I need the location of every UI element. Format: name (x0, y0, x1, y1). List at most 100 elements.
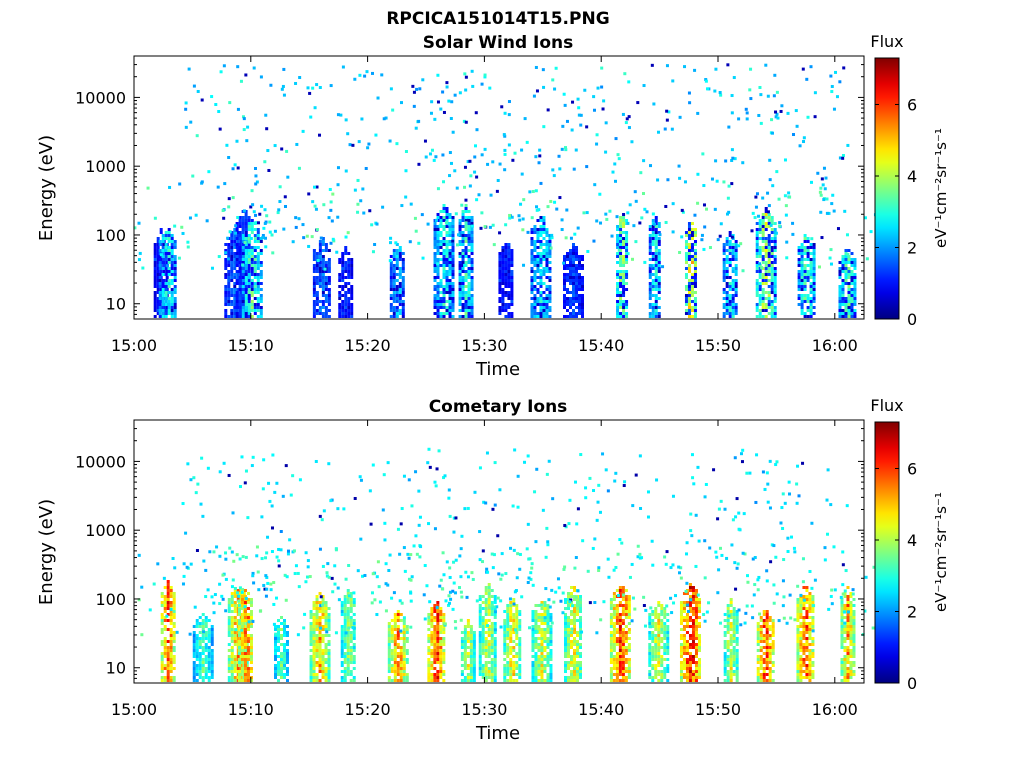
heatmap-cell (463, 165, 467, 169)
heatmap-cell (466, 637, 470, 640)
heatmap-cell (850, 312, 854, 315)
heatmap-cell (767, 285, 771, 288)
heatmap-cell (344, 294, 348, 297)
heatmap-cell (321, 312, 325, 315)
heatmap-cell (341, 261, 345, 264)
heatmap-cell (445, 312, 449, 315)
heatmap-cell (596, 86, 600, 90)
heatmap-cell (572, 249, 575, 252)
heatmap-cell (548, 300, 552, 303)
heatmap-cell (230, 273, 234, 276)
heatmap-cell (153, 258, 157, 261)
heatmap-cell (169, 589, 173, 592)
heatmap-cell (783, 194, 787, 198)
heatmap-cell (210, 266, 214, 270)
heatmap-cell (324, 297, 328, 300)
heatmap-cell (324, 306, 328, 309)
heatmap-cell (426, 222, 430, 226)
heatmap-cell (616, 306, 620, 309)
heatmap-cell (392, 270, 396, 273)
heatmap-cell (651, 273, 655, 276)
heatmap-cell (204, 673, 208, 676)
heatmap-cell (442, 619, 446, 622)
heatmap-cell (582, 211, 586, 215)
heatmap-cell (395, 142, 399, 146)
heatmap-cell (734, 294, 738, 297)
heatmap-cell (474, 111, 478, 115)
heatmap-cell (237, 634, 241, 637)
heatmap-cell (542, 237, 546, 240)
heatmap-cell (230, 637, 234, 640)
heatmap-cell (803, 246, 807, 249)
heatmap-cell (158, 276, 162, 279)
heatmap-cell (461, 231, 465, 234)
heatmap-cell (321, 658, 325, 661)
heatmap-cell (346, 622, 350, 625)
heatmap-cell (725, 243, 729, 246)
heatmap-cell (273, 229, 277, 233)
heatmap-cell (417, 241, 421, 245)
heatmap-cell (575, 300, 578, 303)
heatmap-cell (484, 640, 488, 643)
heatmap-cell (172, 625, 176, 628)
heatmap-cell (478, 622, 482, 625)
heatmap-cell (657, 249, 661, 252)
heatmap-cell (259, 315, 263, 318)
heatmap-cell (230, 288, 234, 291)
heatmap-cell (166, 604, 170, 607)
heatmap-cell (512, 679, 516, 682)
heatmap-cell (241, 279, 245, 282)
heatmap-cell (172, 622, 176, 625)
heatmap-cell (487, 643, 491, 646)
heatmap-cell (230, 664, 234, 667)
heatmap-cell (170, 279, 174, 282)
heatmap-cell (237, 673, 241, 676)
heatmap-cell (401, 264, 405, 267)
heatmap-cell (161, 267, 165, 270)
heatmap-cell (392, 273, 396, 276)
heatmap-cell (464, 291, 468, 294)
heatmap-cell (498, 285, 502, 288)
heatmap-cell (661, 265, 665, 269)
heatmap-cell (442, 228, 446, 231)
heatmap-cell (227, 670, 231, 673)
heatmap-cell (506, 616, 510, 619)
heatmap-cell (537, 161, 541, 165)
heatmap-cell (439, 646, 443, 649)
heatmap-cell (330, 219, 334, 223)
heatmap-cell (539, 273, 543, 276)
heatmap-cell (398, 309, 402, 312)
heatmap-cell (160, 613, 164, 616)
heatmap-cell (164, 300, 168, 303)
heatmap-cell (693, 228, 697, 231)
heatmap-cell (409, 202, 413, 206)
heatmap-cell (460, 637, 464, 640)
heatmap-cell (803, 267, 807, 270)
heatmap-cell (654, 255, 658, 258)
heatmap-cell (352, 631, 356, 634)
heatmap-cell (730, 158, 734, 162)
heatmap-cell (478, 613, 482, 616)
heatmap-cell (693, 258, 697, 261)
heatmap-cell (341, 306, 345, 309)
heatmap-cell (479, 226, 483, 230)
heatmap-cell (167, 228, 171, 231)
heatmap-cell (442, 294, 446, 297)
heatmap-cell (616, 303, 620, 306)
heatmap-cell (625, 249, 629, 252)
heatmap-cell (654, 270, 658, 273)
heatmap-cell (254, 174, 258, 178)
heatmap-cell (164, 258, 168, 261)
heatmap-cell (439, 676, 443, 679)
heatmap-cell (253, 228, 257, 231)
heatmap-cell (569, 252, 572, 255)
heatmap-cell (687, 291, 691, 294)
heatmap-cell (563, 264, 566, 267)
heatmap-cell (172, 607, 176, 610)
heatmap-cell (654, 276, 658, 279)
heatmap-cell (506, 643, 510, 646)
heatmap-cell (569, 249, 572, 252)
heatmap-cell (690, 279, 694, 282)
heatmap-cell (484, 592, 488, 595)
